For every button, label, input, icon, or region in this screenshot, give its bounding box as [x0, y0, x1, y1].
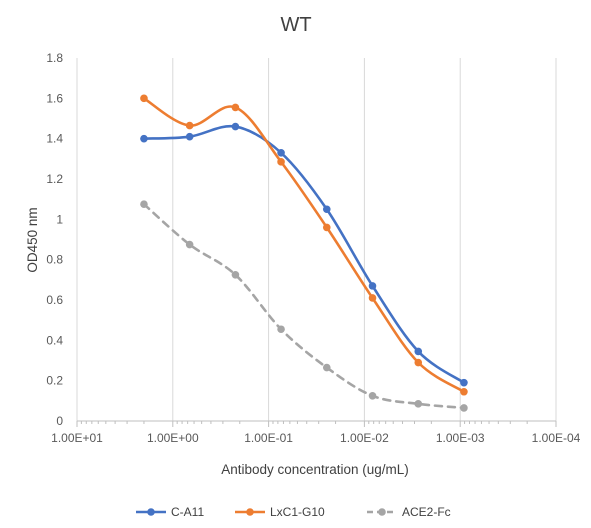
data-point	[140, 94, 148, 103]
legend-marker	[246, 508, 254, 516]
y-tick-label: 1.2	[46, 172, 63, 186]
x-axis-ticks: 1.00E+01 1.00E+00 1.00E-01 1.00E-02 1.00E-03…	[51, 431, 581, 445]
data-point	[368, 294, 377, 302]
y-tick-label: 0.6	[46, 293, 63, 307]
data-point	[368, 391, 377, 400]
data-point	[414, 358, 423, 367]
series-c-a11	[140, 122, 468, 387]
chart-title: WT	[280, 14, 311, 36]
series-line	[142, 124, 466, 384]
legend-marker	[147, 508, 155, 516]
series-line	[142, 97, 466, 394]
x-tick-label: 1.00E-03	[436, 431, 485, 445]
grid	[76, 58, 557, 421]
series-lxc1-g10	[140, 94, 468, 396]
y-axis-ticks: 0 0.2 0.4 0.6 0.8 1 1.2 1.4 1.6 1.8	[46, 51, 63, 428]
plot-area	[140, 94, 468, 412]
y-axis-label: OD450 nm	[25, 207, 40, 272]
legend-item: ACE2-Fc	[367, 505, 451, 519]
data-point	[140, 200, 148, 209]
data-point	[185, 121, 194, 130]
data-point	[322, 205, 331, 214]
data-point	[322, 223, 331, 232]
data-point	[414, 347, 423, 356]
data-point	[368, 282, 377, 290]
data-point	[231, 270, 240, 279]
data-point	[460, 387, 468, 396]
y-tick-label: 0	[56, 414, 63, 428]
legend: C-A11 LxC1-G10 ACE2-Fc	[136, 505, 451, 519]
data-point	[322, 363, 331, 372]
data-point	[140, 134, 148, 143]
series-ace2-fc	[140, 200, 468, 412]
x-tick-label: 1.00E+01	[51, 431, 103, 445]
legend-marker	[378, 508, 386, 516]
series-line	[142, 202, 466, 410]
data-point	[414, 400, 423, 408]
y-tick-label: 0.4	[46, 333, 63, 347]
data-point	[231, 122, 240, 131]
y-tick-label: 0.2	[46, 374, 63, 388]
legend-item: C-A11	[136, 505, 204, 519]
axes	[76, 420, 557, 427]
legend-item: LxC1-G10	[235, 505, 325, 519]
legend-label: C-A11	[171, 505, 204, 519]
legend-label: LxC1-G10	[270, 505, 325, 519]
data-point	[277, 325, 285, 334]
legend-label: ACE2-Fc	[402, 505, 451, 519]
x-axis-label: Antibody concentration (ug/mL)	[221, 462, 409, 477]
y-tick-label: 1.8	[46, 51, 63, 65]
data-point	[460, 378, 468, 387]
y-tick-label: 1.4	[46, 132, 63, 146]
y-tick-label: 0.8	[46, 253, 63, 267]
data-point	[460, 404, 468, 412]
x-tick-label: 1.00E-04	[532, 431, 581, 445]
x-tick-label: 1.00E-01	[244, 431, 293, 445]
data-point	[277, 148, 285, 157]
x-tick-label: 1.00E+00	[147, 431, 199, 445]
y-tick-label: 1.6	[46, 91, 63, 105]
data-point	[185, 240, 194, 249]
data-point	[185, 132, 194, 141]
data-point	[231, 103, 240, 112]
data-point	[277, 158, 285, 166]
x-tick-label: 1.00E-02	[340, 431, 389, 445]
y-tick-label: 1	[56, 212, 63, 226]
